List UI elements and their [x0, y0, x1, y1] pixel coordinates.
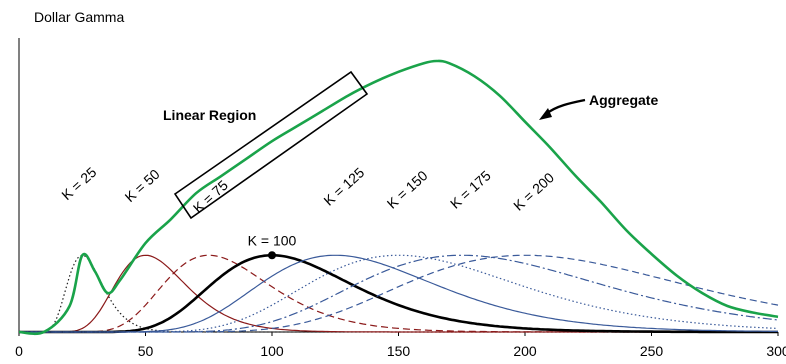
- series-label-k150: K = 150: [384, 167, 431, 212]
- aggregate-arrowhead: [539, 108, 552, 120]
- y-axis-label: Dollar Gamma: [34, 9, 124, 25]
- peak-marker-k100: [268, 251, 276, 260]
- x-tick-label-300: 300: [766, 343, 786, 359]
- series-label-k125: K = 125: [320, 164, 367, 209]
- linear-region-label: Linear Region: [163, 107, 256, 123]
- x-tick-label-150: 150: [387, 343, 411, 359]
- aggregate-layer: [18, 59, 779, 336]
- aggregate-label: Aggregate: [589, 92, 658, 108]
- series-label-k25: K = 25: [58, 164, 99, 203]
- series-line-k100: [19, 254, 778, 334]
- linear-region-box: [173, 70, 369, 220]
- x-axis-ticks: 0 50 100 150 200 250 300: [15, 332, 786, 359]
- x-tick-label-0: 0: [15, 343, 23, 359]
- series-line-k200: [19, 254, 779, 333]
- series-label-k100: K = 100: [248, 232, 297, 248]
- series-layer: [19, 254, 779, 334]
- series-label-k200: K = 200: [510, 169, 557, 214]
- series-label-k175: K = 175: [447, 167, 494, 212]
- series-line-k150: [19, 254, 779, 333]
- series-label-k50: K = 50: [122, 166, 163, 205]
- x-tick-label-250: 250: [640, 343, 664, 359]
- x-tick-label-200: 200: [513, 343, 537, 359]
- x-tick-label-100: 100: [260, 343, 284, 359]
- x-tick-label-50: 50: [138, 343, 154, 359]
- aggregate-arrow: [545, 98, 586, 115]
- aggregate-line: [18, 59, 779, 336]
